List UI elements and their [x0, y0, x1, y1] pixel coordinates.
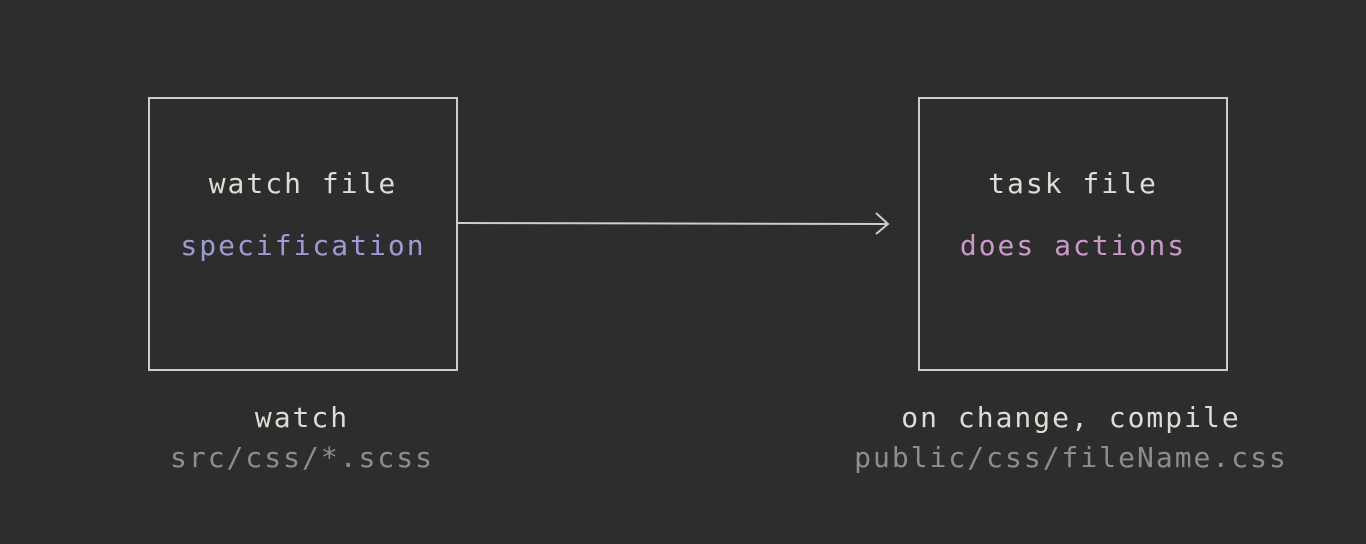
watch-caption: watch src/css/*.scss — [115, 398, 489, 478]
arrow-line — [456, 222, 889, 225]
task-file-box: task file does actions — [918, 97, 1228, 371]
watch-caption-label: watch — [254, 401, 350, 434]
watch-file-box: watch file specification — [148, 97, 458, 371]
task-caption-path: public/css/fileName.css — [854, 441, 1288, 474]
task-file-subtitle: does actions — [959, 229, 1187, 262]
task-caption: on change, compile public/css/fileName.c… — [820, 398, 1322, 478]
task-file-title: task file — [988, 167, 1158, 200]
arrow-head-icon — [875, 212, 890, 235]
task-caption-label: on change, compile — [901, 401, 1241, 434]
watch-file-title: watch file — [208, 167, 398, 200]
watch-caption-path: src/css/*.scss — [169, 441, 434, 474]
watch-file-subtitle: specification — [180, 229, 426, 262]
